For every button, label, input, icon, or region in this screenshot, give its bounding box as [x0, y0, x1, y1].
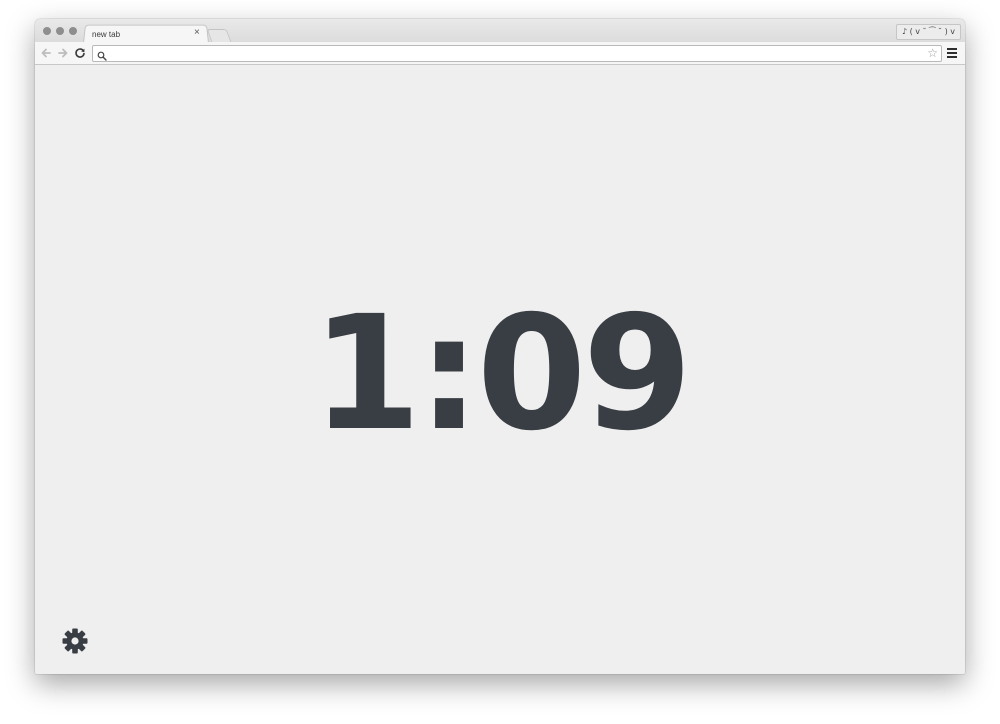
forward-arrow-icon[interactable]	[56, 46, 70, 60]
tab-close-icon[interactable]: ×	[194, 27, 200, 38]
clock-time: 1:09	[311, 282, 693, 466]
zoom-window-dot-icon[interactable]	[69, 27, 77, 35]
address-input[interactable]	[109, 46, 919, 61]
toolbar: ☆	[35, 42, 965, 65]
close-window-dot-icon[interactable]	[43, 27, 51, 35]
browser-window: new tab × ♪ ( v ˘ ⁀ ˘ ) v	[35, 19, 965, 674]
title-bar: new tab × ♪ ( v ˘ ⁀ ˘ ) v	[35, 19, 965, 43]
back-arrow-icon[interactable]	[39, 46, 53, 60]
gear-icon[interactable]	[61, 627, 89, 655]
address-bar[interactable]: ☆	[92, 45, 942, 62]
star-icon[interactable]: ☆	[927, 46, 938, 60]
new-tab-page: 1:09	[35, 65, 965, 674]
minimize-window-dot-icon[interactable]	[56, 27, 64, 35]
reload-icon[interactable]	[73, 46, 87, 60]
profile-button[interactable]: ♪ ( v ˘ ⁀ ˘ ) v	[895, 24, 961, 40]
new-tab-button[interactable]	[206, 29, 232, 42]
hamburger-menu-icon[interactable]	[947, 48, 957, 58]
tab-label: new tab	[92, 30, 121, 39]
search-icon	[97, 48, 107, 66]
